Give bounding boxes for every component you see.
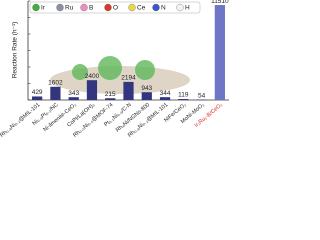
bar — [141, 92, 152, 100]
legend-swatch — [80, 3, 88, 12]
value-label: 2194 — [121, 75, 136, 82]
value-label: 119 — [178, 92, 189, 99]
illustration — [98, 56, 122, 80]
bar — [32, 96, 43, 100]
bar — [105, 98, 116, 100]
legend-label: Ir — [41, 5, 46, 12]
illustration — [72, 64, 88, 80]
value-label: 11510 — [211, 0, 229, 5]
legend-swatch — [128, 3, 136, 12]
bar — [86, 80, 98, 100]
chart: Reaction Rate (h⁻¹) Ir Ru B O Ce N H429Rh₀.₈Ni… — [0, 0, 229, 139]
legend-swatch — [104, 3, 112, 12]
legend-swatch — [176, 3, 184, 12]
value-label: 429 — [32, 89, 43, 96]
value-label: 215 — [105, 91, 116, 98]
legend-swatch — [56, 3, 64, 12]
y-axis-label: Reaction Rate (h⁻¹) — [12, 22, 19, 79]
bar — [214, 5, 225, 100]
legend-label: O — [113, 5, 118, 12]
legend-label: H — [185, 5, 190, 12]
bar — [50, 86, 61, 100]
legend-label: B — [89, 5, 93, 12]
illustration — [135, 60, 155, 80]
bar — [123, 81, 134, 100]
value-label: 2400 — [85, 73, 100, 80]
value-label: 344 — [160, 90, 171, 97]
value-label: 1602 — [48, 80, 63, 87]
value-label: 343 — [68, 90, 79, 97]
bar — [68, 97, 79, 100]
bar — [178, 99, 189, 100]
value-label: 54 — [198, 92, 206, 99]
legend-label: Ru — [65, 5, 74, 12]
legend-swatch — [152, 3, 160, 12]
legend-label: N — [161, 5, 166, 12]
value-label: 943 — [141, 85, 152, 92]
legend-label: Ce — [137, 5, 146, 12]
bar — [159, 97, 171, 100]
legend-swatch — [32, 3, 40, 12]
